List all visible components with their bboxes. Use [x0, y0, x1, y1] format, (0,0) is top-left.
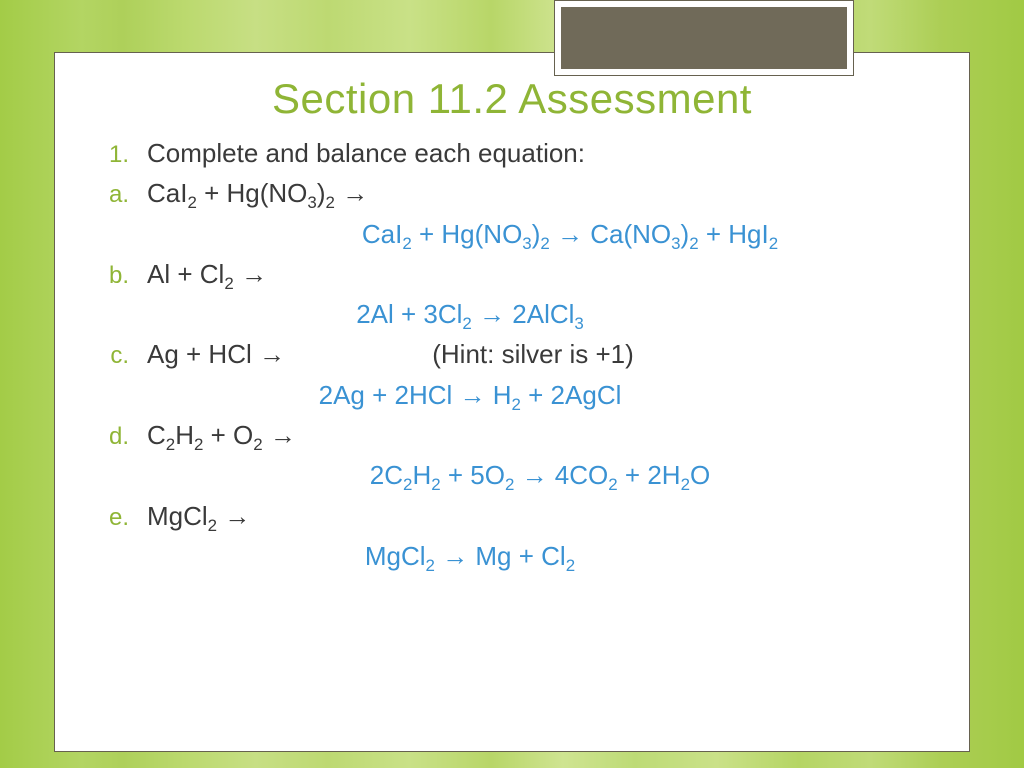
slide-body: 1. Complete and balance each equation: a… [91, 133, 933, 576]
list-item: b. Al + Cl2 → [91, 254, 933, 294]
item-answer: 2C2H2 + 5O2 → 4CO2 + 2H2O [147, 455, 933, 495]
item-prompt: MgCl2 → [147, 496, 250, 536]
item-hint: (Hint: silver is +1) [432, 334, 634, 374]
item-marker: e. [91, 499, 147, 536]
list-item: d. C2H2 + O2 → [91, 415, 933, 455]
item-prompt: Al + Cl2 → [147, 254, 267, 294]
corner-tab-fill [561, 7, 847, 69]
slide-title: Section 11.2 Assessment [91, 75, 933, 123]
item-marker: d. [91, 418, 147, 455]
item-marker: c. [91, 337, 147, 374]
list-item: c. Ag + HCl → (Hint: silver is +1) [91, 334, 933, 374]
answer-row: . 2Ag + 2HCl → H2 + 2AgCl [91, 375, 933, 415]
answer-row: . CaI2 + Hg(NO3)2 → Ca(NO3)2 + HgI2 [91, 214, 933, 254]
item-answer: CaI2 + Hg(NO3)2 → Ca(NO3)2 + HgI2 [147, 214, 933, 254]
answer-row: . 2Al + 3Cl2 → 2AlCl3 [91, 294, 933, 334]
corner-tab [554, 0, 854, 76]
item-marker: b. [91, 257, 147, 294]
item-answer: 2Al + 3Cl2 → 2AlCl3 [147, 294, 933, 334]
question-marker: 1. [91, 136, 147, 173]
question-row: 1. Complete and balance each equation: [91, 133, 933, 173]
list-item: e. MgCl2 → [91, 496, 933, 536]
item-answer: MgCl2 → Mg + Cl2 [147, 536, 933, 576]
question-text: Complete and balance each equation: [147, 133, 585, 173]
item-answer: 2Ag + 2HCl → H2 + 2AgCl [147, 375, 933, 415]
item-prompt: C2H2 + O2 → [147, 415, 296, 455]
item-prompt: Ag + HCl → (Hint: silver is +1) [147, 334, 634, 374]
item-marker: a. [91, 176, 147, 213]
item-prompt: CaI2 + Hg(NO3)2 → [147, 173, 368, 213]
slide-card: Section 11.2 Assessment 1. Complete and … [54, 52, 970, 752]
list-item: a. CaI2 + Hg(NO3)2 → [91, 173, 933, 213]
answer-row: . 2C2H2 + 5O2 → 4CO2 + 2H2O [91, 455, 933, 495]
answer-row: . MgCl2 → Mg + Cl2 [91, 536, 933, 576]
